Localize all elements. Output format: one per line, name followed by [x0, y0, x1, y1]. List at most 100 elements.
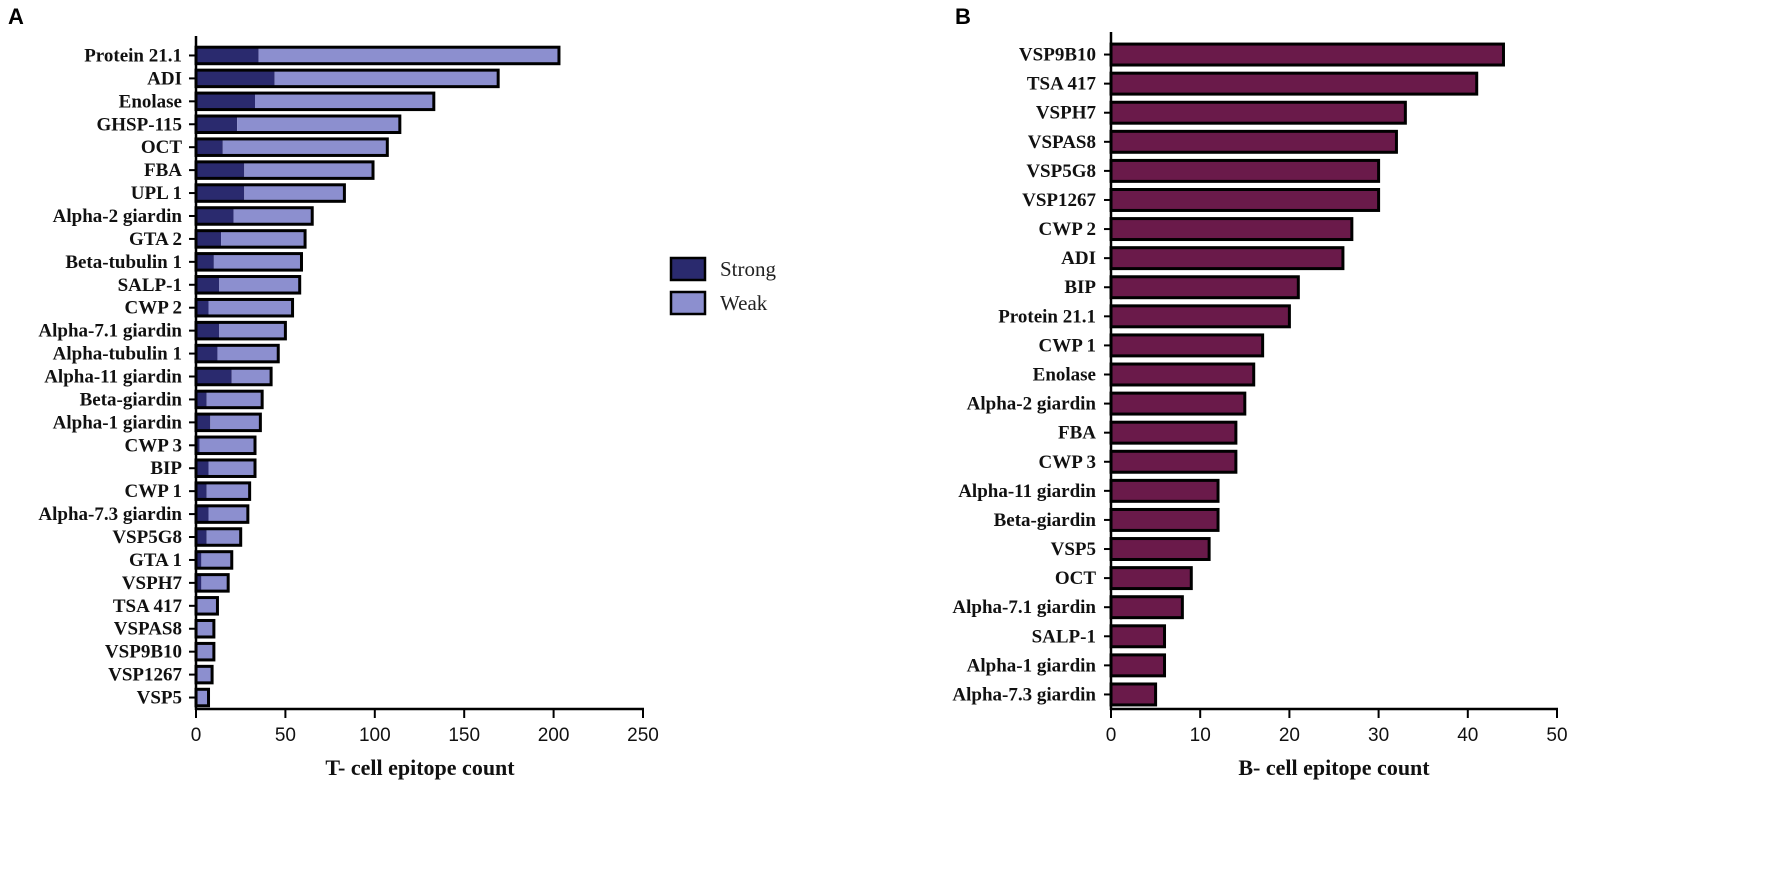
bar-adi-b-cell	[1111, 247, 1343, 269]
category-label: Alpha-7.3 giardin	[952, 684, 1096, 705]
category-label: Beta-tubulin 1	[65, 252, 182, 273]
category-label: Alpha-7.1 giardin	[38, 321, 182, 342]
bar-alpha-11-giardin-b-cell	[1111, 480, 1219, 502]
bar-alpha-7-3-giardin-strong	[196, 505, 209, 523]
category-label: Alpha-7.3 giardin	[38, 504, 182, 525]
bar-salp-1-strong	[196, 276, 220, 294]
category-label: Alpha-1 giardin	[53, 412, 183, 433]
bar-alpha-2-giardin-weak	[233, 207, 313, 225]
bar-fba-b-cell	[1111, 422, 1236, 444]
category-label: OCT	[141, 137, 183, 158]
bar-cwp-1-b-cell	[1111, 334, 1263, 356]
bar-cwp-2-weak	[208, 299, 293, 316]
bar-bip-weak	[208, 459, 256, 477]
bar-tsa-417-b-cell	[1111, 73, 1477, 95]
category-label: Beta-giardin	[994, 510, 1097, 531]
x-tick-label: 10	[1190, 725, 1211, 746]
bar-alpha-7-1-giardin-strong	[196, 322, 220, 339]
x-tick-label: 0	[191, 725, 202, 746]
bar-upl-1-strong	[196, 184, 245, 202]
category-label: FBA	[144, 160, 182, 181]
category-label: VSP1267	[108, 665, 182, 686]
category-label: Alpha-1 giardin	[967, 655, 1097, 676]
bar-vsph7-b-cell	[1111, 102, 1406, 124]
bar-alpha-tubulin-1-strong	[196, 345, 218, 362]
bar-beta-giardin-b-cell	[1111, 509, 1219, 531]
x-axis-title: B- cell epitope count	[1238, 755, 1430, 780]
category-label: VSP9B10	[1019, 45, 1096, 66]
category-label: VSP5G8	[112, 527, 182, 548]
category-label: TSA 417	[113, 596, 183, 617]
bar-alpha-7-3-giardin-weak	[208, 505, 248, 523]
category-label: Alpha-7.1 giardin	[952, 597, 1096, 618]
bar-vsph7-strong	[196, 574, 202, 592]
bar-vspas8-weak	[197, 620, 214, 637]
x-tick-label: 200	[538, 725, 570, 746]
panel-a: A Protein 21.1ADIEnolaseGHSP-115OCTFBAUPL…	[8, 4, 777, 780]
category-label: VSPH7	[1036, 103, 1097, 124]
category-label: TSA 417	[1027, 74, 1097, 95]
legend-swatch-strong	[669, 256, 707, 282]
category-label: CWP 1	[1038, 335, 1096, 356]
category-label: VSP9B10	[105, 642, 182, 663]
legend-label-strong: Strong	[720, 257, 777, 281]
bar-alpha-11-giardin-weak	[231, 368, 272, 385]
bar-alpha-tubulin-1-weak	[217, 345, 279, 362]
bar-ghsp-115-strong	[196, 116, 238, 133]
x-tick-label: 40	[1457, 725, 1478, 746]
category-label: Alpha-tubulin 1	[53, 344, 182, 365]
bar-vsp5g8-weak	[206, 528, 241, 546]
bar-gta-1-weak	[201, 551, 232, 569]
bar-vsp5-b-cell	[1111, 538, 1210, 560]
bar-cwp-3-strong	[196, 437, 200, 454]
category-label: Protein 21.1	[84, 45, 182, 66]
bar-alpha-7-1-giardin-b-cell	[1111, 596, 1183, 618]
category-label: VSP5G8	[1026, 161, 1096, 182]
category-label: Alpha-11 giardin	[44, 367, 182, 388]
x-axis-title: T- cell epitope count	[325, 755, 515, 780]
bar-cwp-1-weak	[206, 482, 250, 500]
category-label: CWP 3	[1038, 452, 1096, 473]
category-label: ADI	[147, 68, 182, 89]
bar-bip-b-cell	[1111, 276, 1299, 298]
bar-alpha-2-giardin-b-cell	[1111, 393, 1245, 415]
bar-alpha-7-3-giardin-b-cell	[1111, 683, 1156, 705]
x-tick-label: 100	[359, 725, 391, 746]
bar-vsp9b10-weak	[197, 643, 214, 660]
bar-vsp1267-weak	[197, 666, 213, 683]
category-label: UPL 1	[131, 183, 182, 204]
bar-vsp5-weak	[197, 689, 209, 706]
x-tick-label: 250	[627, 725, 659, 746]
bar-beta-tubulin-1-strong	[196, 253, 214, 271]
category-label: Alpha-11 giardin	[958, 481, 1096, 502]
bar-alpha-1-giardin-weak	[210, 414, 261, 431]
category-label: GTA 2	[129, 229, 182, 250]
category-label: CWP 2	[124, 298, 182, 319]
bar-upl-1-weak	[244, 184, 345, 202]
bar-fba-weak	[244, 161, 374, 179]
category-label: Enolase	[119, 91, 182, 112]
bar-cwp-2-b-cell	[1111, 218, 1352, 240]
bar-fba-strong	[196, 161, 245, 179]
bar-gta-2-weak	[221, 230, 306, 248]
bar-beta-giardin-strong	[196, 391, 207, 408]
bar-cwp-1-strong	[196, 482, 207, 500]
panel-b: B VSP9B10 TSA 417 VSPH7 VSPAS8 VSP5G8 VSP1267 C…	[952, 4, 1567, 780]
bar-beta-tubulin-1-weak	[213, 253, 302, 271]
bar-vsp1267-b-cell	[1111, 189, 1379, 211]
bar-oct-b-cell	[1111, 567, 1192, 589]
category-label: VSP5	[137, 688, 182, 709]
panel-label-b: B	[955, 4, 971, 29]
legend: Strong Weak	[669, 256, 777, 316]
category-label: Beta-giardin	[80, 389, 183, 410]
bar-vsph7-weak	[201, 574, 229, 592]
category-label: BIP	[1064, 277, 1096, 298]
bar-vsp9b10-b-cell	[1111, 44, 1504, 66]
bar-alpha-1-giardin-b-cell	[1111, 654, 1165, 676]
category-label: Alpha-2 giardin	[967, 394, 1097, 415]
x-tick-label: 0	[1106, 725, 1117, 746]
x-tick-label: 150	[448, 725, 480, 746]
bar-salp-1-b-cell	[1111, 625, 1165, 647]
category-label: SALP-1	[1032, 626, 1096, 647]
